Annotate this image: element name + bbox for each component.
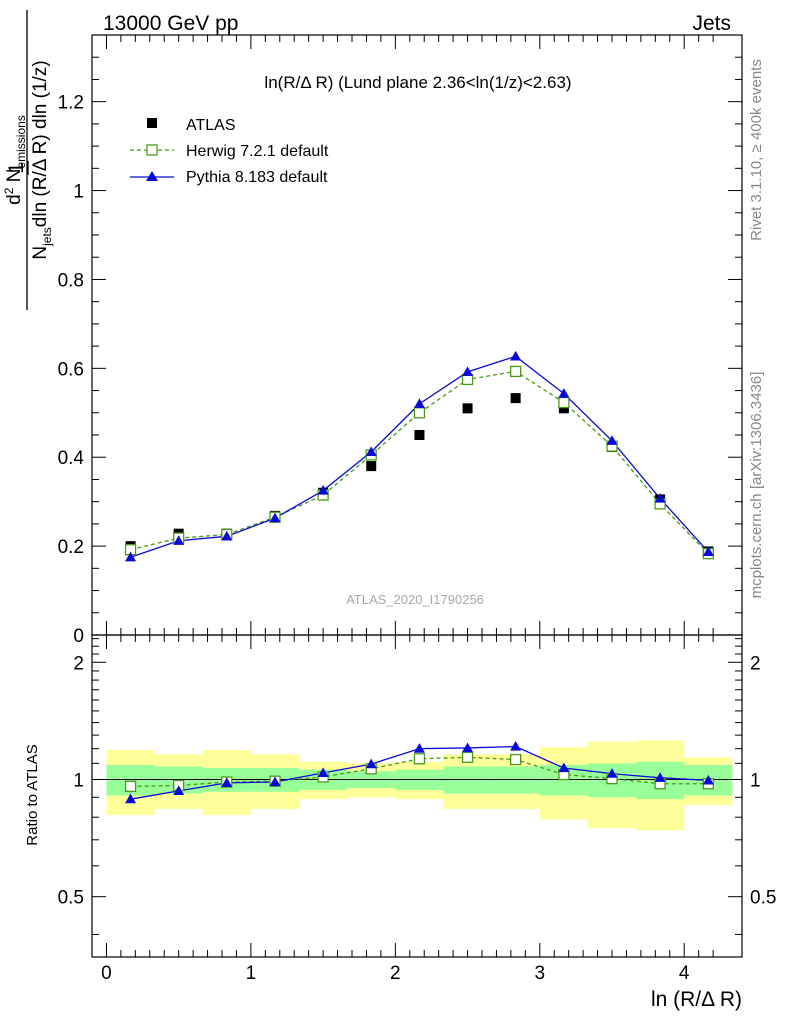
legend: ATLAS Herwig 7.2.1 default Pythia 8.183 … <box>130 117 329 186</box>
header-collision-label: 13000 GeV pp <box>103 12 238 35</box>
pythia-ratio-point <box>413 743 425 753</box>
ratio-y-tick-label-right: 1 <box>750 770 761 791</box>
pythia-data-point <box>462 366 474 377</box>
pythia-ratio-point <box>173 785 185 795</box>
pythia-data-point <box>413 398 425 409</box>
main-panel: 0 0.2 0.4 0.6 0.8 1 1.2 ln(R/Δ R) (Lund plane … <box>2 10 743 647</box>
atlas-data-point <box>462 403 473 414</box>
header-process-label: Jets <box>692 12 731 35</box>
pythia-ratio-point <box>125 793 137 804</box>
x-tick-label: 1 <box>246 963 257 984</box>
herwig-ratio-point <box>124 780 137 793</box>
ratio-y-tick-label: 1 <box>73 770 84 791</box>
ratio-y-tick-label-right: 0.5 <box>750 888 776 909</box>
x-tick-label: 3 <box>534 963 545 984</box>
pythia-data-point <box>173 535 185 545</box>
pythia-main-line <box>130 355 709 558</box>
pythia-data-point <box>558 388 570 398</box>
main-y-tick-label: 0.2 <box>58 537 84 558</box>
pythia-ratio-point <box>462 742 474 753</box>
ratio-y-tick-label: 0.5 <box>58 888 84 909</box>
ratio-frame <box>91 634 743 958</box>
rivet-version-label: Rivet 3.1.10, ≥ 400k events <box>748 59 765 241</box>
main-y-tick-label: 1.2 <box>58 93 84 114</box>
main-y-tick-label: 1 <box>73 182 84 203</box>
pythia-ratio-point <box>269 776 281 787</box>
x-axis-label: ln (R/Δ R) <box>651 988 742 1011</box>
ylabel-fraction-one: 1 <box>5 162 28 174</box>
herwig-ratio-point <box>461 751 474 763</box>
ratio-y-axis-label: Ratio to ATLAS <box>24 744 41 845</box>
pythia-ratio-point <box>654 772 666 782</box>
herwig-data-point <box>510 365 522 378</box>
legend-atlas-label: ATLAS <box>186 117 236 134</box>
main-y-tick-label: 0 <box>73 626 84 647</box>
atlas-data-point <box>414 430 425 440</box>
pythia-data-point <box>606 435 618 445</box>
pythia-data-point <box>269 512 281 523</box>
pythia-data-point <box>365 446 377 457</box>
legend-pythia-label: Pythia 8.183 default <box>186 169 328 186</box>
herwig-ratio-point <box>510 753 522 766</box>
pythia-data-point <box>510 350 522 361</box>
atlas-data-point <box>558 403 569 414</box>
pythia-ratio-point <box>510 741 522 751</box>
legend-atlas-marker <box>147 118 157 128</box>
ratio-band-inner <box>491 766 540 794</box>
pythia-ratio-point <box>702 774 714 785</box>
ratio-axis-ticks: 0.5 0.5 1 1 2 2 0 1 2 3 4 <box>58 635 776 984</box>
ylabel-denominator-text: Njetsdln (R/Δ R) dln (1/z) <box>30 60 54 259</box>
pythia-ratio-point <box>558 762 570 773</box>
herwig-data-point <box>413 407 426 419</box>
pythia-data-point <box>125 551 137 562</box>
ratio-data-layer <box>124 741 714 804</box>
herwig-ratio-point <box>413 753 426 765</box>
legend-pythia-marker <box>146 171 158 181</box>
pythia-data-point <box>702 546 714 557</box>
main-data-layer <box>124 350 714 562</box>
pythia-data-point <box>221 530 233 541</box>
main-y-tick-label: 0.4 <box>58 448 85 469</box>
legend-herwig-label: Herwig 7.2.1 default <box>186 143 329 160</box>
main-y-axis-label: 1 <box>5 161 29 175</box>
ratio-y-tick-label-right: 2 <box>750 653 761 674</box>
pythia-ratio-point <box>221 777 233 788</box>
pythia-ratio-point <box>606 768 618 778</box>
main-y-axis-label-full: d2 Nemissions Njetsdln (R/Δ R) dln (1/z) <box>2 10 54 310</box>
mcplots-url-label: mcplots.cern.ch [arXiv:1306.3436] <box>748 372 765 599</box>
main-plot-title: ln(R/Δ R) (Lund plane 2.36<ln(1/z)<2.63) <box>264 73 571 92</box>
herwig-data-point <box>558 396 570 409</box>
x-tick-label: 0 <box>101 963 112 984</box>
atlas-data-point <box>510 393 521 404</box>
ylabel-numerator-text: d2 Nemissions <box>2 115 28 205</box>
x-tick-label: 2 <box>390 963 401 984</box>
pythia-ratio-point <box>317 767 329 777</box>
pythia-ratio-point <box>365 758 377 769</box>
ratio-panel: 0.5 0.5 1 1 2 2 0 1 2 3 4 Ratio to ATLAS ln (R/Δ R… <box>24 634 776 1011</box>
pythia-data-point <box>654 493 666 503</box>
legend-herwig-marker <box>146 144 158 156</box>
ratio-band-inner <box>443 766 492 794</box>
watermark-analysis-id: ATLAS_2020_I1790256 <box>346 592 484 607</box>
main-axis-ticks: 0 0.2 0.4 0.6 0.8 1 1.2 <box>58 35 742 647</box>
atlas-data-point <box>366 461 377 472</box>
ratio-y-tick-label: 2 <box>73 653 84 674</box>
main-y-tick-label: 0.8 <box>58 270 84 291</box>
main-y-tick-label: 0.6 <box>58 359 84 380</box>
x-tick-label: 4 <box>679 963 690 984</box>
pythia-data-point <box>317 485 329 495</box>
